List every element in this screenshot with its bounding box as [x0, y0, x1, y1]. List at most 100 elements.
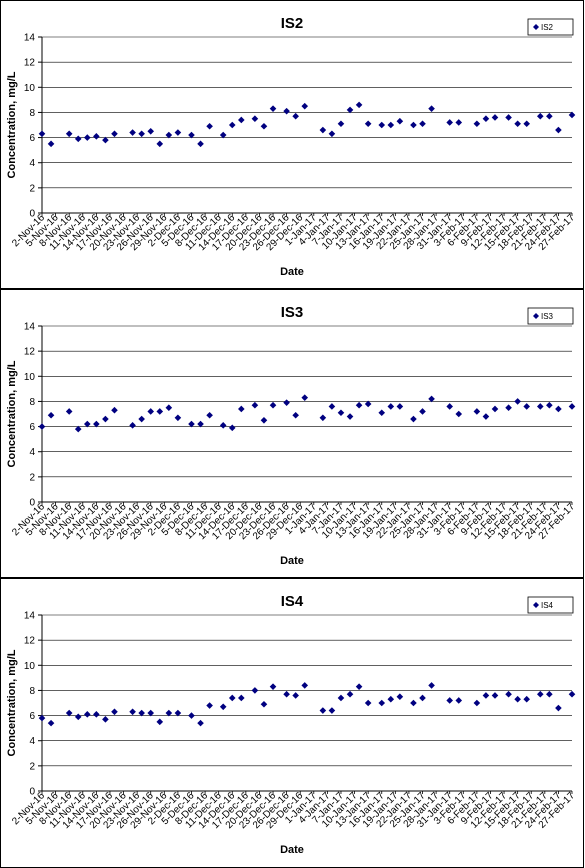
data-point [546, 690, 553, 698]
data-point [74, 135, 82, 143]
data-point [238, 116, 245, 124]
chart-panel-is4: IS4 0 2 4 6 8 10 12 14 2-Nov-16 5-Nov-16 8-Nov-16 11… [0, 578, 584, 868]
data-point [111, 406, 118, 414]
data-point [396, 117, 404, 125]
data-point [505, 690, 512, 698]
data-point [269, 401, 277, 409]
y-tick-label: 2 [29, 761, 35, 772]
data-point [174, 129, 182, 136]
data-point [505, 114, 512, 121]
data-point [38, 714, 46, 722]
y-tick-label: 14 [24, 322, 36, 333]
legend-box [527, 307, 574, 325]
legend-marker [533, 24, 539, 30]
data-point [419, 408, 426, 415]
data-point [514, 120, 521, 128]
data-point [283, 399, 290, 406]
data-point [102, 415, 109, 423]
data-point [228, 121, 236, 129]
y-tick-label: 2 [29, 472, 35, 483]
data-point [514, 398, 521, 405]
data-point [446, 697, 453, 704]
data-point [491, 692, 499, 699]
data-point [138, 130, 145, 138]
data-point [219, 422, 227, 429]
data-point [355, 101, 363, 109]
data-point [228, 424, 236, 432]
data-point [65, 408, 73, 415]
data-point [301, 394, 309, 401]
legend-marker [533, 602, 539, 608]
data-point [147, 408, 155, 415]
y-tick-label: 6 [29, 133, 35, 144]
data-point [536, 690, 544, 698]
data-point [197, 140, 204, 148]
data-point [238, 405, 245, 413]
data-point [346, 690, 354, 698]
data-point [410, 121, 417, 129]
data-point [165, 131, 173, 139]
data-point [129, 129, 136, 136]
data-point [446, 119, 453, 126]
data-point [283, 107, 290, 115]
data-point [491, 114, 499, 121]
x-axis-title: Date [280, 555, 304, 567]
data-point [301, 682, 309, 689]
y-tick-label: 12 [24, 58, 36, 69]
y-tick-label: 8 [29, 397, 35, 408]
y-tick-label: 8 [29, 686, 35, 697]
data-point [328, 707, 336, 714]
chart-panel-is2: IS2 0 2 4 6 8 10 12 14 2-Nov-16 5-Nov-16 8-Nov-16 11… [0, 0, 584, 289]
legend-box [527, 18, 574, 36]
chart-is2: IS2024681012142-Nov-165-Nov-168-Nov-1611… [6, 15, 577, 278]
x-axis-title: Date [280, 844, 304, 856]
y-tick-label: 14 [24, 33, 36, 44]
data-point [387, 403, 395, 410]
legend-box [527, 596, 574, 614]
data-point [65, 130, 73, 138]
y-axis-title: Concentration, mg/L [6, 360, 18, 467]
data-point [546, 401, 553, 409]
data-point [238, 694, 245, 702]
data-point [188, 131, 195, 139]
data-point [364, 120, 372, 128]
data-point [346, 413, 354, 420]
data-point [228, 694, 236, 702]
data-point [482, 115, 490, 123]
data-point [102, 716, 109, 723]
data-point [83, 134, 91, 141]
data-point [364, 699, 372, 707]
data-point [206, 411, 213, 419]
data-point [156, 718, 164, 726]
data-point [319, 707, 327, 714]
data-point [446, 403, 453, 410]
y-axis-title: Concentration, mg/L [6, 71, 18, 178]
data-point [378, 409, 386, 417]
data-point [129, 422, 136, 429]
legend-label: IS4 [541, 601, 554, 610]
data-point [387, 121, 395, 129]
data-point [396, 403, 404, 410]
data-point [536, 112, 544, 120]
data-point [197, 719, 204, 727]
data-point [219, 131, 227, 139]
data-point [83, 711, 91, 718]
data-point [491, 405, 499, 413]
data-point [47, 719, 55, 727]
data-point [206, 702, 213, 709]
data-point [65, 709, 73, 717]
chart-title: IS3 [281, 304, 304, 321]
data-point [260, 416, 268, 424]
data-point [523, 695, 531, 703]
data-point [473, 699, 481, 707]
y-tick-label: 10 [24, 83, 36, 94]
data-point [47, 140, 55, 148]
y-tick-label: 4 [29, 736, 35, 747]
y-tick-label: 0 [29, 498, 35, 509]
data-point [188, 712, 195, 719]
data-point [378, 699, 386, 707]
data-point [555, 126, 562, 134]
y-tick-label: 2 [29, 183, 35, 194]
data-point [319, 126, 327, 134]
